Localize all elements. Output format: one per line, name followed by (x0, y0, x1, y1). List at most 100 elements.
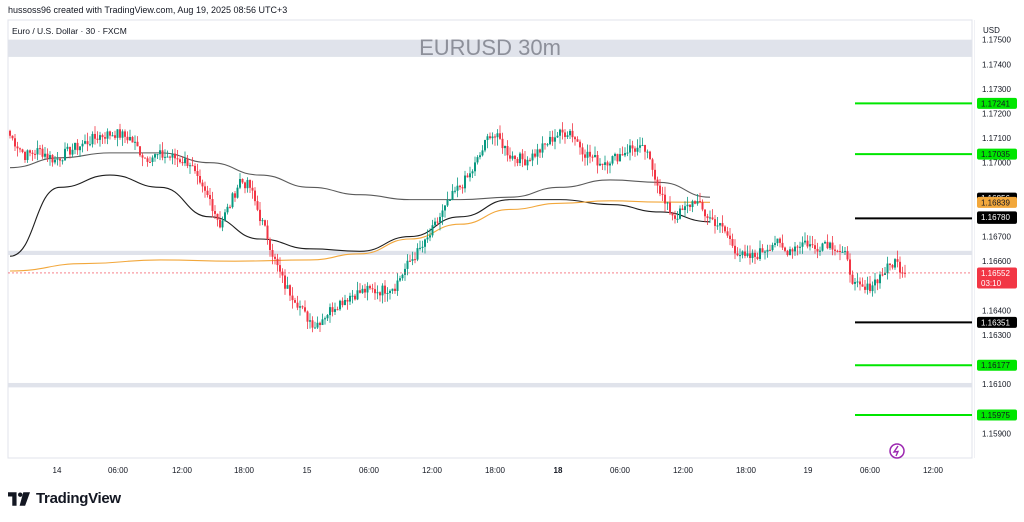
candle-body (236, 187, 239, 198)
candle-body (269, 239, 271, 251)
x-tick-label: 12:00 (923, 466, 944, 475)
candle-body (386, 292, 389, 294)
candle-body (896, 259, 899, 262)
candle-body (674, 215, 676, 219)
candle-body (509, 155, 511, 159)
candle-body (771, 244, 774, 251)
candle-body (791, 249, 794, 252)
candle-body (411, 259, 414, 261)
candle-body (561, 129, 564, 133)
candle-body (126, 136, 129, 141)
candle-body (736, 253, 739, 256)
svg-text:03:10: 03:10 (981, 279, 1002, 288)
candle-body (106, 131, 109, 139)
candle-body (691, 201, 694, 208)
candle-body (311, 320, 314, 328)
candle-body (834, 249, 836, 251)
y-tick-label: 1.15900 (982, 429, 1011, 438)
candle-body (379, 292, 381, 296)
candle-body (229, 206, 231, 208)
candle-body (181, 162, 184, 164)
candle-body (194, 165, 196, 172)
candle-body (809, 244, 811, 247)
tradingview-logo: TradingView (8, 490, 121, 507)
candle-body (364, 288, 366, 293)
x-tick-label: 06:00 (108, 466, 129, 475)
candle-body (116, 129, 119, 138)
candle-body (846, 251, 849, 260)
svg-text:1.16351: 1.16351 (981, 318, 1010, 327)
candle-body (589, 151, 591, 157)
candle-body (819, 250, 821, 252)
candle-body (304, 307, 306, 312)
candle-body (821, 243, 824, 251)
candle-body (689, 204, 691, 208)
candle-body (494, 136, 496, 138)
candle-body (94, 133, 96, 139)
candle-body (711, 217, 714, 220)
y-tick-label: 1.17400 (982, 60, 1011, 69)
candle-body (344, 299, 346, 306)
candle-body (221, 220, 224, 228)
svg-text:1.16839: 1.16839 (981, 198, 1010, 207)
candle-body (136, 141, 139, 147)
candle-body (49, 155, 51, 159)
candle-body (206, 190, 209, 195)
candle-body (824, 241, 826, 244)
candle-body (104, 137, 106, 139)
candle-body (604, 162, 606, 165)
candle-body (764, 251, 766, 253)
moving-average-line (9, 152, 711, 201)
level-price-badge: 1.15975 (977, 409, 1017, 421)
candle-body (399, 278, 401, 281)
candle-body (516, 159, 519, 164)
currency-label: USD (983, 26, 1000, 35)
candle-body (179, 159, 181, 163)
candle-body (534, 153, 536, 157)
candle-body (109, 131, 111, 136)
candle-body (741, 251, 744, 256)
candle-body (716, 225, 719, 227)
candle-body (651, 159, 654, 170)
candle-body (559, 129, 561, 136)
candle-body (564, 132, 566, 137)
candle-body (261, 220, 264, 222)
candle-body (526, 159, 529, 166)
candle-body (619, 154, 621, 162)
candle-body (124, 131, 126, 137)
candle-body (271, 250, 274, 257)
candle-body (454, 190, 456, 192)
candle-body (281, 271, 284, 276)
candle-body (639, 145, 641, 148)
candle-body (459, 185, 461, 188)
candle-body (484, 140, 486, 151)
candle-body (26, 150, 29, 161)
candle-body (76, 142, 79, 151)
candle-body (531, 153, 534, 161)
ma-price-badge: 1.16780 (977, 211, 1017, 223)
y-tick-label: 1.16700 (982, 233, 1011, 242)
candle-body (449, 199, 451, 201)
candle-body (16, 146, 19, 149)
candle-body (901, 272, 904, 274)
candle-body (266, 225, 269, 240)
candle-body (766, 249, 769, 252)
candle-body (781, 242, 784, 248)
candle-body (239, 178, 241, 188)
indicator-icon[interactable] (889, 443, 905, 459)
candle-body (249, 180, 251, 188)
candle-body (341, 300, 344, 306)
candle-body (59, 158, 61, 161)
candle-body (224, 212, 226, 221)
candle-body (799, 246, 801, 248)
candle-body (319, 322, 321, 326)
candle-body (24, 151, 26, 161)
candle-body (309, 320, 311, 322)
candle-body (149, 161, 151, 163)
candle-body (211, 199, 214, 212)
candle-body (314, 327, 316, 329)
candle-body (529, 159, 531, 161)
candle-body (801, 242, 804, 247)
candle-body (556, 135, 559, 138)
